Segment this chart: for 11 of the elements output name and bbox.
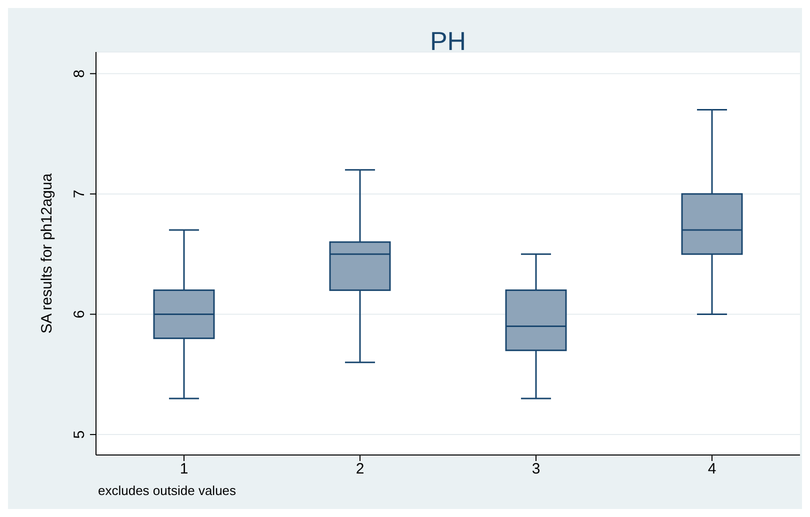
x-tick-label: 2 — [356, 460, 364, 478]
y-tick-label: 6 — [71, 310, 88, 318]
x-tick-label: 3 — [532, 460, 540, 478]
x-tick-label: 4 — [708, 460, 716, 478]
y-tick-label: 5 — [71, 430, 88, 439]
text: excludes outside values — [98, 483, 236, 498]
y-tick-label: 7 — [71, 190, 88, 198]
chart-title: PH — [428, 26, 468, 57]
y-tick-label: 8 — [71, 69, 88, 78]
x-tick-label: 1 — [180, 460, 188, 478]
y-axis-title: SA results for ph12agua — [38, 172, 56, 334]
